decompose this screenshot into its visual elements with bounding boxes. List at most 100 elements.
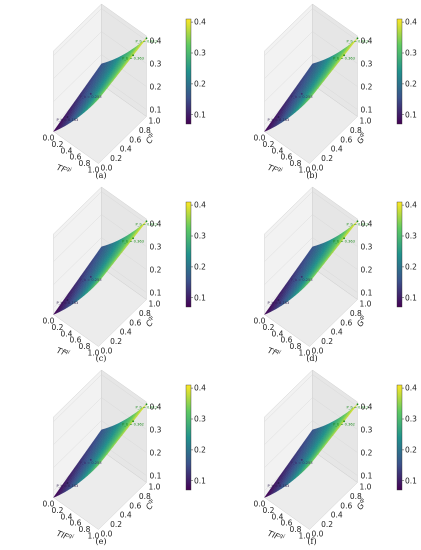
z-tick-label: 0.2 xyxy=(361,266,373,275)
x-tick-label: 0.4 xyxy=(272,146,284,155)
surface-patch xyxy=(306,278,313,286)
y-tick-label: 0.4 xyxy=(331,145,343,154)
point-annotation: P_b = 0.255 xyxy=(291,461,313,465)
surface-patch xyxy=(95,95,102,103)
surface-patch xyxy=(95,461,102,469)
point-annotation: P_b = 0.255 xyxy=(291,95,313,99)
subfigure-c: P_b = 0.411 P_b = 0.363 P_b = 0.255 P_b = 0… xyxy=(0,183,210,366)
x-axis-label: TIFqi xyxy=(55,529,74,543)
x-tick-label: 0.6 xyxy=(70,336,82,345)
y-tick-label: 0.4 xyxy=(120,145,132,154)
x-tick-label: 0.2 xyxy=(52,140,64,149)
annotation-marker xyxy=(300,276,303,278)
annotation-marker xyxy=(356,37,359,40)
y-tick-label: 0.0 xyxy=(312,164,324,173)
colorbar-tick-label: 0.3 xyxy=(194,415,206,424)
y-tick-label: 0.2 xyxy=(321,337,333,346)
y-tick-label: 0.2 xyxy=(110,520,122,529)
x-tick-label: 1.0 xyxy=(88,349,100,358)
subfigure-b: P_b = 0.411 P_b = 0.363 P_b = 0.255 P_b = 0… xyxy=(211,0,421,183)
annotation-marker xyxy=(277,116,280,118)
y-tick-label: 0.0 xyxy=(312,347,324,356)
y-tick-label: 0.0 xyxy=(101,530,113,539)
x-tick-label: 0.2 xyxy=(52,323,64,332)
y-tick-label: 0.8 xyxy=(139,492,151,501)
colorbar-tick-label: 0.2 xyxy=(405,80,417,89)
z-tick-label: 0.3 xyxy=(361,60,373,69)
y-axis-label: Gqi xyxy=(355,497,369,512)
colorbar xyxy=(396,18,403,125)
subfigure-e: P_b = 0.411 P_b = 0.362 P_b = 0.255 P_b = 0… xyxy=(0,366,210,549)
surface-plot-svg: P_b = 0.411 P_b = 0.363 P_b = 0.255 P_b = 0… xyxy=(43,186,206,363)
y-axis-label: Cqi xyxy=(144,497,158,511)
colorbar-tick-label: 0.2 xyxy=(194,263,206,272)
point-annotation: P_b = 0.163 xyxy=(268,301,290,305)
z-tick-label: 0.3 xyxy=(150,60,162,69)
point-annotation: P_b = 0.411 xyxy=(347,405,369,409)
surface-mesh xyxy=(52,404,147,498)
subfigure-caption: (c) xyxy=(96,354,107,363)
y-tick-label: 0.0 xyxy=(312,530,324,539)
x-tick-label: 0.8 xyxy=(79,342,91,351)
x-axis-label: Tfqi xyxy=(55,346,70,359)
y-tick-label: 0.8 xyxy=(139,309,151,318)
annotation-marker xyxy=(356,220,359,223)
colorbar-tick-label: 0.4 xyxy=(194,18,206,27)
annotation-marker xyxy=(145,37,148,40)
colorbar-tick-label: 0.2 xyxy=(405,446,417,455)
x-tick-label: 0.8 xyxy=(290,525,302,534)
annotation-marker xyxy=(66,482,69,484)
y-tick-label: 0.2 xyxy=(110,337,122,346)
z-tick-label: 0.4 xyxy=(150,220,162,229)
x-tick-label: 1.0 xyxy=(88,166,100,175)
x-tick-label: 0.6 xyxy=(70,153,82,162)
surface-mesh xyxy=(263,38,358,132)
point-annotation: P_b = 0.411 xyxy=(136,405,158,409)
y-tick-label: 0.6 xyxy=(340,501,352,510)
x-tick-label: 0.6 xyxy=(281,336,293,345)
point-annotation: P_b = 0.163 xyxy=(57,118,79,122)
x-tick-label: 1.0 xyxy=(299,166,311,175)
subfigure-caption: (a) xyxy=(95,171,106,180)
annotation-marker xyxy=(300,93,303,95)
point-annotation: P_b = 0.363 xyxy=(122,56,144,60)
x-tick-label: 0.2 xyxy=(52,506,64,515)
y-tick-label: 0.6 xyxy=(340,135,352,144)
y-tick-label: 1.0 xyxy=(149,300,161,309)
point-annotation: P_b = 0.411 xyxy=(136,39,158,43)
surface-plot-svg: P_b = 0.411 P_b = 0.362 P_b = 0.255 P_b = 0… xyxy=(254,369,417,546)
colorbar-tick-label: 0.4 xyxy=(194,384,206,393)
colorbar-tick-label: 0.4 xyxy=(405,18,417,27)
colorbar xyxy=(185,201,192,308)
annotation-marker xyxy=(145,220,148,223)
z-gridline xyxy=(53,191,147,239)
x-tick-label: 1.0 xyxy=(299,349,311,358)
annotation-marker xyxy=(343,237,345,240)
y-tick-label: 0.6 xyxy=(129,501,141,510)
colorbar-tick-label: 0.2 xyxy=(194,446,206,455)
colorbar-tick-label: 0.1 xyxy=(194,293,206,302)
y-tick-label: 0.8 xyxy=(139,126,151,135)
colorbar-tick-label: 0.3 xyxy=(405,49,417,58)
y-tick-label: 0.6 xyxy=(129,135,141,144)
x-tick-label: 0.6 xyxy=(281,519,293,528)
surface-patch xyxy=(306,95,313,103)
x-tick-label: 0.4 xyxy=(61,512,73,521)
point-annotation: P_b = 0.411 xyxy=(136,222,158,226)
z-tick-label: 0.2 xyxy=(150,83,162,92)
y-tick-label: 0.2 xyxy=(321,154,333,163)
subfigure-caption: (d) xyxy=(306,354,317,363)
x-tick-label: 1.0 xyxy=(88,532,100,541)
colorbar-tick-label: 0.2 xyxy=(194,80,206,89)
subfigure-caption: (b) xyxy=(306,171,317,180)
z-gridline xyxy=(264,8,358,56)
x-tick-label: 0.4 xyxy=(272,329,284,338)
point-annotation: P_b = 0.255 xyxy=(291,278,313,282)
point-annotation: P_b = 0.411 xyxy=(347,39,369,43)
z-tick-label: 0.1 xyxy=(361,472,373,481)
z-gridline xyxy=(53,374,147,422)
z-gridline xyxy=(53,54,147,102)
point-annotation: P_b = 0.255 xyxy=(80,278,102,282)
colorbar-tick-label: 0.4 xyxy=(405,201,417,210)
colorbar-tick-label: 0.4 xyxy=(405,384,417,393)
